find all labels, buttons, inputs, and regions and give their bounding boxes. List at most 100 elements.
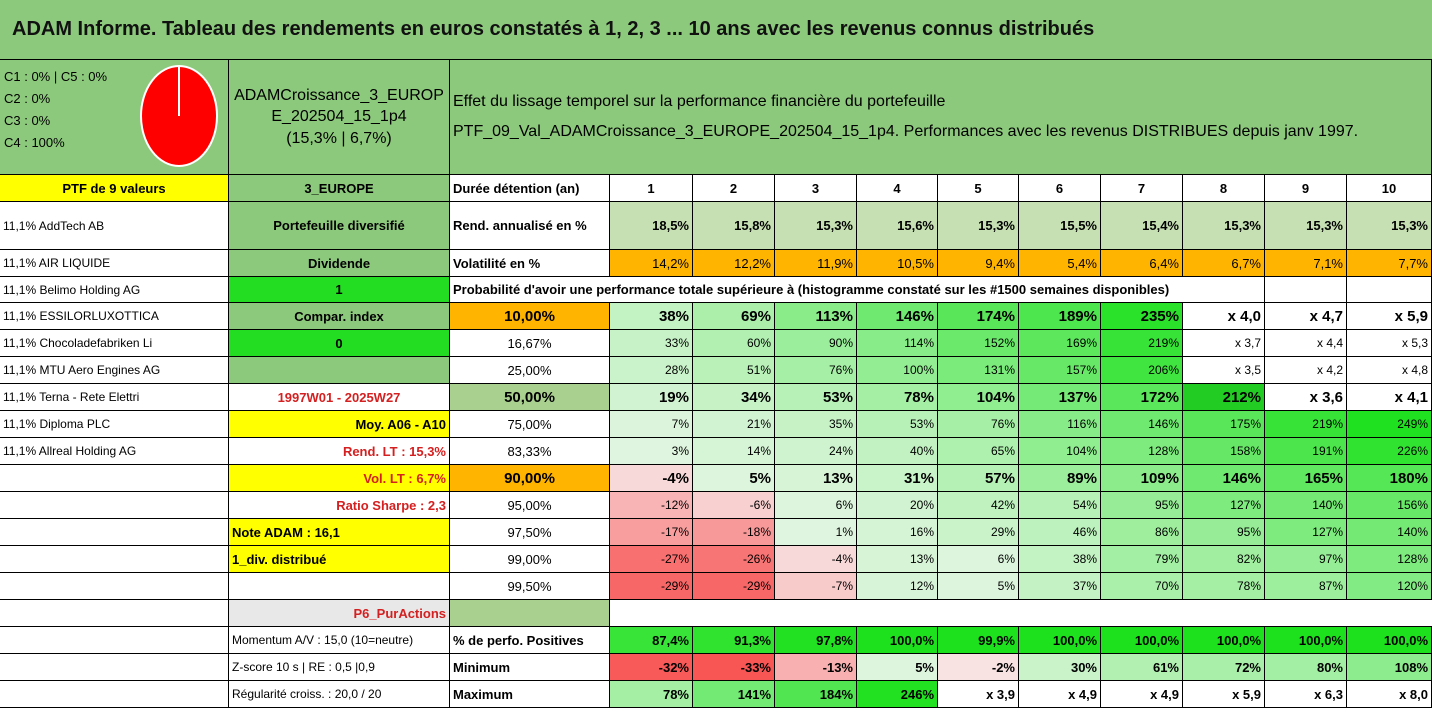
- probability-value: 191%: [1265, 438, 1347, 465]
- empty-cell: [1265, 277, 1347, 303]
- holding-row: 11,1% Belimo Holding AG: [0, 277, 229, 303]
- positive-value: 99,9%: [938, 627, 1019, 654]
- probability-value: 180%: [1347, 465, 1432, 492]
- probability-value: 131%: [938, 357, 1019, 384]
- maximum-value: x 4,9: [1019, 681, 1101, 708]
- minimum-label: Minimum: [450, 654, 610, 681]
- probability-value: x 3,6: [1265, 384, 1347, 411]
- probability-level: 99,00%: [450, 546, 610, 573]
- note-adam: Note ADAM : 16,1: [229, 519, 450, 546]
- probability-value: -29%: [693, 573, 775, 600]
- probability-value: 70%: [1101, 573, 1183, 600]
- probability-value: 189%: [1019, 303, 1101, 330]
- probability-value: 53%: [775, 384, 857, 411]
- vol-lt: Vol. LT : 6,7%: [229, 465, 450, 492]
- probability-value: 109%: [1101, 465, 1183, 492]
- probability-value: x 4,0: [1183, 303, 1265, 330]
- holding-row: 11,1% AddTech AB: [0, 202, 229, 250]
- positive-value: 100,0%: [857, 627, 938, 654]
- probability-value: 127%: [1183, 492, 1265, 519]
- probability-value: -17%: [610, 519, 693, 546]
- minimum-value: -33%: [693, 654, 775, 681]
- rend-value: 15,3%: [938, 202, 1019, 250]
- positive-value: 87,4%: [610, 627, 693, 654]
- year-header: 2: [693, 175, 775, 202]
- vol-value: 5,4%: [1019, 250, 1101, 277]
- minimum-value: -32%: [610, 654, 693, 681]
- empty-cell: [610, 600, 1432, 627]
- allocation-pie-chart: [140, 65, 218, 167]
- regularite-label: Régularité croiss. : 20,0 / 20: [229, 681, 450, 708]
- probability-value: 29%: [938, 519, 1019, 546]
- vol-value: 10,5%: [857, 250, 938, 277]
- year-header: 5: [938, 175, 1019, 202]
- probability-value: 13%: [775, 465, 857, 492]
- probability-value: 104%: [1019, 438, 1101, 465]
- compar-index-label: Compar. index: [229, 303, 450, 330]
- rend-value: 15,5%: [1019, 202, 1101, 250]
- class-c1-c5: C1 : 0% | C5 : 0%: [4, 69, 108, 84]
- momentum-label: Momentum A/V : 15,0 (10=neutre): [229, 627, 450, 654]
- period-label: 1997W01 - 2025W27: [229, 384, 450, 411]
- probability-value: 86%: [1101, 519, 1183, 546]
- probability-value: 97%: [1265, 546, 1347, 573]
- probability-value: 100%: [857, 357, 938, 384]
- probability-value: -27%: [610, 546, 693, 573]
- rend-value: 15,4%: [1101, 202, 1183, 250]
- probability-value: 137%: [1019, 384, 1101, 411]
- probability-value: 51%: [693, 357, 775, 384]
- probability-value: 95%: [1101, 492, 1183, 519]
- probability-value: 79%: [1101, 546, 1183, 573]
- probability-value: x 5,3: [1347, 330, 1432, 357]
- probability-value: 165%: [1265, 465, 1347, 492]
- probability-value: 235%: [1101, 303, 1183, 330]
- zone-label: 3_EUROPE: [229, 175, 450, 202]
- minimum-value: 80%: [1265, 654, 1347, 681]
- probability-value: 116%: [1019, 411, 1101, 438]
- minimum-value: 30%: [1019, 654, 1101, 681]
- probability-value: -12%: [610, 492, 693, 519]
- duration-label: Durée détention (an): [450, 175, 610, 202]
- rend-label: Rend. annualisé en %: [450, 202, 610, 250]
- holding-row: 11,1% Terna - Rete Elettri: [0, 384, 229, 411]
- minimum-value: -13%: [775, 654, 857, 681]
- probability-value: 169%: [1019, 330, 1101, 357]
- probability-value: 12%: [857, 573, 938, 600]
- probability-value: 146%: [857, 303, 938, 330]
- rend-value: 15,8%: [693, 202, 775, 250]
- probability-value: 54%: [1019, 492, 1101, 519]
- probability-value: 89%: [1019, 465, 1101, 492]
- probability-value: x 4,1: [1347, 384, 1432, 411]
- probability-value: 249%: [1347, 411, 1432, 438]
- probability-value: -4%: [775, 546, 857, 573]
- probability-value: 152%: [938, 330, 1019, 357]
- probability-value: 76%: [775, 357, 857, 384]
- holding-row: 11,1% MTU Aero Engines AG: [0, 357, 229, 384]
- probability-value: 28%: [610, 357, 693, 384]
- probability-value: 35%: [775, 411, 857, 438]
- maximum-value: 246%: [857, 681, 938, 708]
- empty-cell: [229, 573, 450, 600]
- positive-value: 100,0%: [1265, 627, 1347, 654]
- rend-value: 15,3%: [1183, 202, 1265, 250]
- probability-level: 75,00%: [450, 411, 610, 438]
- probability-value: 146%: [1183, 465, 1265, 492]
- probability-value: 120%: [1347, 573, 1432, 600]
- minimum-value: -2%: [938, 654, 1019, 681]
- probability-value: 128%: [1101, 438, 1183, 465]
- probability-value: 219%: [1265, 411, 1347, 438]
- probability-level: 95,00%: [450, 492, 610, 519]
- positive-value: 100,0%: [1347, 627, 1432, 654]
- vol-value: 6,7%: [1183, 250, 1265, 277]
- minimum-value: 72%: [1183, 654, 1265, 681]
- probability-value: 219%: [1101, 330, 1183, 357]
- probability-value: 76%: [938, 411, 1019, 438]
- dividend-label: Dividende: [229, 250, 450, 277]
- probability-value: 113%: [775, 303, 857, 330]
- probability-value: 7%: [610, 411, 693, 438]
- probability-value: 19%: [610, 384, 693, 411]
- rend-value: 15,3%: [775, 202, 857, 250]
- probability-level: 50,00%: [450, 384, 610, 411]
- sharpe-ratio: Ratio Sharpe : 2,3: [229, 492, 450, 519]
